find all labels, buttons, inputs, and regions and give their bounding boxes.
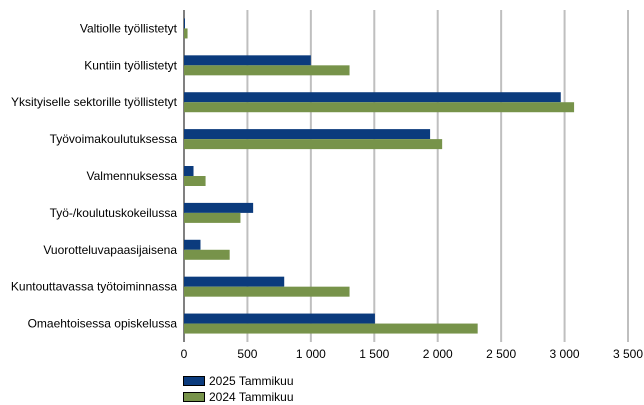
category-label: Työvoimakoulutuksessa xyxy=(50,132,178,146)
bars xyxy=(184,18,575,334)
category-label: Valmennuksessa xyxy=(87,169,178,183)
x-tick-label: 2 500 xyxy=(486,347,516,361)
legend: 2025 Tammikuu 2024 Tammikuu xyxy=(183,373,294,405)
category-label: Työ-/koulutuskokeilussa xyxy=(50,206,178,220)
bar-2025 xyxy=(184,166,194,176)
x-tick-label: 3 000 xyxy=(550,347,580,361)
legend-item-2025: 2025 Tammikuu xyxy=(183,373,294,389)
category-label: Omaehtoisessa opiskelussa xyxy=(28,317,178,331)
legend-swatch-2024 xyxy=(183,392,205,402)
bar-2024 xyxy=(184,176,206,186)
bar-2024 xyxy=(184,286,350,297)
bar-2025 xyxy=(184,276,285,287)
bar-2025 xyxy=(184,202,254,213)
x-tick-label: 2 000 xyxy=(423,347,453,361)
x-tick-label: 1 500 xyxy=(359,347,389,361)
bar-2025 xyxy=(184,239,201,250)
bar-2025 xyxy=(184,92,561,103)
bar-2024 xyxy=(184,323,478,334)
bar-2025 xyxy=(184,129,431,140)
bar-2025 xyxy=(184,55,311,66)
bar-2024 xyxy=(184,139,443,150)
legend-swatch-2025 xyxy=(183,376,205,386)
bar-2024 xyxy=(184,28,188,39)
category-label: Kuntouttavassa työtoiminnassa xyxy=(11,280,177,294)
category-labels: Valtiolle työllistetyt Kuntiin työllistet… xyxy=(11,21,178,330)
category-label: Kuntiin työllistetyt xyxy=(84,58,177,72)
bar-2025 xyxy=(184,313,375,324)
x-tick-label: 0 xyxy=(181,347,188,361)
bar-2025 xyxy=(184,18,185,29)
legend-item-2024: 2024 Tammikuu xyxy=(183,389,294,405)
x-tick-labels: 0 500 1 000 1 500 2 000 2 500 3 000 3 500 xyxy=(181,347,644,361)
x-tick-label: 500 xyxy=(237,347,257,361)
category-label: Valtiolle työllistetyt xyxy=(80,21,178,35)
bar-2024 xyxy=(184,102,575,113)
category-label: Vuorotteluvapaasijaisena xyxy=(43,243,177,257)
x-tick-label: 1 000 xyxy=(296,347,326,361)
legend-label-2024: 2024 Tammikuu xyxy=(209,390,294,404)
bar-2024 xyxy=(184,65,350,76)
bar-2024 xyxy=(184,212,241,223)
category-label: Yksityiselle sektorille työllistetyt xyxy=(11,95,178,109)
x-tick-label: 3 500 xyxy=(613,347,643,361)
legend-label-2025: 2025 Tammikuu xyxy=(209,374,294,388)
bar-2024 xyxy=(184,249,230,260)
